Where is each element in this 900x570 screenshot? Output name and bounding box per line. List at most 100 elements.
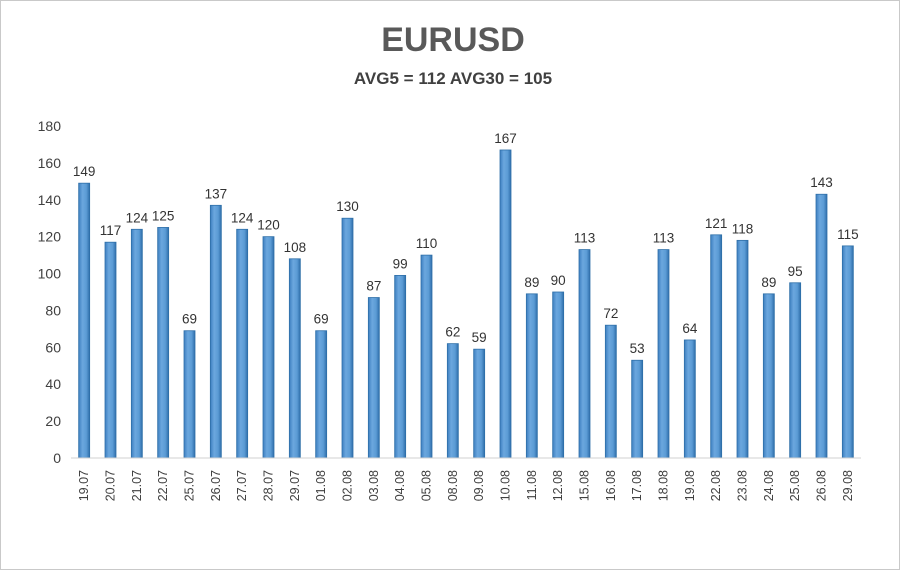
bar [552,291,565,459]
bar-value-label: 95 [788,264,803,279]
chart-subtitle: AVG5 = 112 AVG30 = 105 [354,69,552,88]
x-tick-label: 26.07 [209,470,223,501]
bar [473,348,486,459]
bar [657,249,670,459]
y-tick-label: 160 [38,155,62,171]
bar-value-label: 89 [524,275,539,290]
bar [315,330,328,459]
bar-value-label: 87 [366,279,381,294]
bar-value-label: 117 [100,223,122,238]
y-tick-label: 80 [45,302,61,318]
x-tick-label: 26.08 [815,470,829,501]
x-tick-label: 22.07 [156,470,170,501]
x-tick-label: 29.08 [841,470,855,501]
bar-value-label: 124 [126,210,149,225]
bar-value-label: 118 [732,221,754,236]
bar-value-label: 121 [705,216,728,231]
x-tick-label: 11.08 [525,470,539,500]
x-tick-label: 18.08 [657,470,671,501]
bar-value-label: 64 [682,321,698,336]
x-tick-label: 29.07 [288,470,302,501]
bar-value-label: 143 [810,175,833,190]
bar-value-label: 99 [393,256,408,271]
x-tick-label: 22.08 [709,470,723,501]
y-tick-label: 120 [38,229,62,245]
bar [710,234,723,459]
x-tick-label: 25.07 [183,470,197,501]
y-axis: 0 20 40 60 80 100 120 140 160 180 [38,118,62,466]
x-tick-label: 28.07 [262,470,276,501]
x-tick-label: 12.08 [551,470,565,501]
x-tick-label: 01.08 [314,470,328,501]
bar-value-label: 113 [574,231,596,246]
bar-value-label: 53 [630,341,645,356]
bar [631,359,644,459]
x-tick-label: 03.08 [367,470,381,501]
x-tick-label: 10.08 [499,470,513,501]
bar-value-label: 167 [494,131,517,146]
chart-title: EURUSD [381,21,525,59]
bar [288,258,301,459]
bar [262,236,275,459]
bar-value-label: 89 [761,275,776,290]
y-tick-label: 0 [53,450,61,466]
bar-value-label: 69 [314,312,329,327]
bar [104,241,117,459]
bar-value-label: 130 [336,199,359,214]
bar [525,293,538,459]
x-tick-label: 09.08 [472,470,486,501]
y-tick-label: 60 [45,339,61,355]
bar [815,193,828,459]
bar [183,330,196,459]
x-tick-label: 15.08 [578,470,592,501]
x-tick-label: 04.08 [393,470,407,501]
bar [78,182,91,459]
bar [736,239,749,459]
bar [499,149,512,459]
bar-value-label: 72 [603,306,618,321]
y-tick-label: 140 [38,192,62,208]
x-tick-label: 19.07 [77,470,91,501]
bar [130,228,143,459]
bar-value-label: 115 [837,227,859,242]
bar [578,249,591,459]
x-tick-label: 23.08 [736,470,750,501]
bar-value-label: 62 [445,325,460,340]
bar [683,339,696,459]
bar [841,245,854,459]
x-tick-label: 16.08 [604,470,618,501]
x-tick-label: 02.08 [341,470,355,501]
bar [341,217,354,459]
y-tick-label: 20 [45,413,61,429]
bar-value-label: 120 [257,218,280,233]
y-tick-label: 180 [38,118,62,134]
bars [78,149,854,459]
bar-value-label: 137 [205,186,228,201]
bar [762,293,775,459]
y-tick-label: 100 [38,266,62,282]
x-tick-label: 21.07 [130,470,144,501]
bar-value-label: 113 [653,231,675,246]
bar [157,227,170,459]
x-tick-label: 05.08 [420,470,434,501]
bar [420,254,433,459]
bar-value-label: 110 [416,236,438,251]
x-tick-label: 19.08 [683,470,697,501]
x-tick-label: 08.08 [446,470,460,501]
bar [209,204,222,459]
x-tick-label: 17.08 [630,470,644,501]
x-tick-label: 24.08 [762,470,776,501]
bar-value-label: 124 [231,210,254,225]
bar [789,282,802,459]
bar-value-label: 125 [152,208,175,223]
bar [446,343,459,459]
bar-value-label: 69 [182,312,197,327]
x-tick-label: 27.07 [235,470,249,501]
bar-value-label: 108 [284,240,307,255]
bar [236,228,249,459]
x-axis: 19.07 20.07 21.07 22.07 25.07 26.07 27.07 28.07… [71,457,861,501]
bar-value-label: 90 [551,273,566,288]
